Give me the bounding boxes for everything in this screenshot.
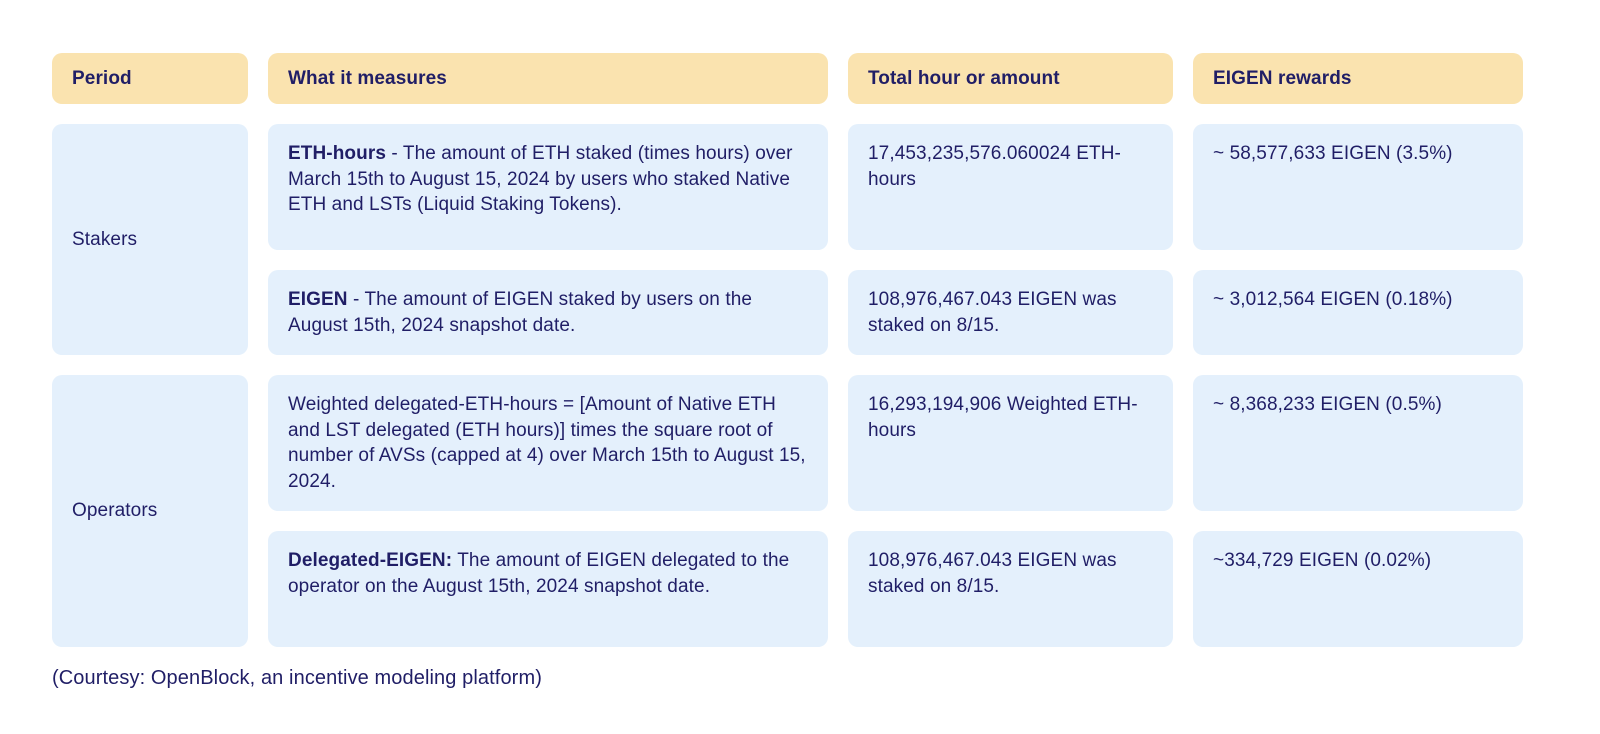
total-cell: 108,976,467.043 EIGEN was staked on 8/15… <box>848 270 1173 355</box>
group-stakers: Stakers ETH-hours - The amount of ETH st… <box>52 124 1523 355</box>
measure-text: - The amount of EIGEN staked by users on… <box>288 289 753 336</box>
rewards-cell: ~ 3,012,564 EIGEN (0.18%) <box>1193 270 1523 355</box>
measure-text: The amount of EIGEN delegated to the ope… <box>288 550 790 597</box>
rewards-table-page: Period What it measures Total hour or am… <box>52 53 1523 689</box>
measure-term: EIGEN <box>288 289 348 310</box>
header-period: Period <box>52 53 248 104</box>
measure-cell: Weighted delegated-ETH-hours = [Amount o… <box>268 375 828 511</box>
operators-rows: Weighted delegated-ETH-hours = [Amount o… <box>268 375 1523 647</box>
table-header-row: Period What it measures Total hour or am… <box>52 53 1523 104</box>
total-cell: 17,453,235,576.060024 ETH-hours <box>848 124 1173 250</box>
measure-cell: EIGEN - The amount of EIGEN staked by us… <box>268 270 828 355</box>
measure-cell: Delegated-EIGEN: The amount of EIGEN del… <box>268 531 828 647</box>
header-eigen-rewards: EIGEN rewards <box>1193 53 1523 104</box>
courtesy-caption: (Courtesy: OpenBlock, an incentive model… <box>52 667 542 689</box>
group-operators: Operators Weighted delegated-ETH-hours =… <box>52 375 1523 647</box>
header-total-hour-or-amount: Total hour or amount <box>848 53 1173 104</box>
measure-text: - The amount of ETH staked (times hours)… <box>288 143 793 215</box>
rewards-cell: ~334,729 EIGEN (0.02%) <box>1193 531 1523 647</box>
table-row-weighted-delegated-eth-hours: Weighted delegated-ETH-hours = [Amount o… <box>268 375 1523 511</box>
header-what-it-measures: What it measures <box>268 53 828 104</box>
table-row-delegated-eigen: Delegated-EIGEN: The amount of EIGEN del… <box>268 531 1523 647</box>
measure-term: Delegated-EIGEN: <box>288 550 453 571</box>
rewards-table: Period What it measures Total hour or am… <box>52 53 1523 647</box>
total-cell: 108,976,467.043 EIGEN was staked on 8/15… <box>848 531 1173 647</box>
table-row-eth-hours: ETH-hours - The amount of ETH staked (ti… <box>268 124 1523 250</box>
rewards-cell: ~ 58,577,633 EIGEN (3.5%) <box>1193 124 1523 250</box>
measure-text: Weighted delegated-ETH-hours = [Amount o… <box>288 394 806 492</box>
stakers-rows: ETH-hours - The amount of ETH staked (ti… <box>268 124 1523 355</box>
period-cell-stakers: Stakers <box>52 124 248 355</box>
table-row-eigen-staked: EIGEN - The amount of EIGEN staked by us… <box>268 270 1523 355</box>
period-cell-operators: Operators <box>52 375 248 647</box>
rewards-cell: ~ 8,368,233 EIGEN (0.5%) <box>1193 375 1523 511</box>
measure-term: ETH-hours <box>288 143 387 164</box>
measure-cell: ETH-hours - The amount of ETH staked (ti… <box>268 124 828 250</box>
total-cell: 16,293,194,906 Weighted ETH-hours <box>848 375 1173 511</box>
